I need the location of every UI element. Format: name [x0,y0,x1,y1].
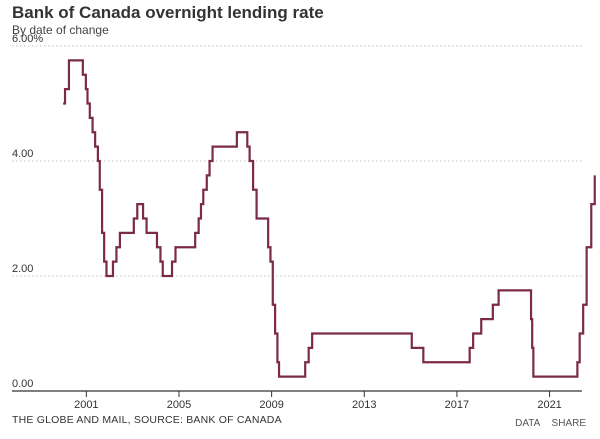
y-axis-ticks: 0.00 2.00 4.00 6.00% [12,33,43,390]
series-layer [63,59,596,378]
source-credit: THE GLOBE AND MAIL, SOURCE: BANK OF CANA… [12,414,282,426]
x-tick-label: 2009 [259,399,283,411]
x-tick-label: 2021 [537,399,561,411]
gridlines [12,45,582,392]
x-tick-label: 2005 [167,399,191,411]
footer-links: DATA SHARE [506,418,586,429]
x-tick-label: 2017 [445,399,469,411]
chart-subtitle: By date of change [12,23,109,37]
y-tick-label: 2.00 [12,263,33,275]
data-link[interactable]: DATA [515,418,540,429]
x-tick-label: 2001 [74,399,98,411]
series-line [63,59,596,378]
y-tick-label: 4.00 [12,148,33,160]
y-tick-label: 0.00 [12,378,33,390]
share-link[interactable]: SHARE [551,418,586,429]
chart-title: Bank of Canada overnight lending rate [12,3,324,22]
y-tick-label: 6.00% [12,33,43,45]
x-axis-ticks: 2001 2005 2009 2013 2017 2021 [74,391,562,411]
x-tick-label: 2013 [352,399,376,411]
